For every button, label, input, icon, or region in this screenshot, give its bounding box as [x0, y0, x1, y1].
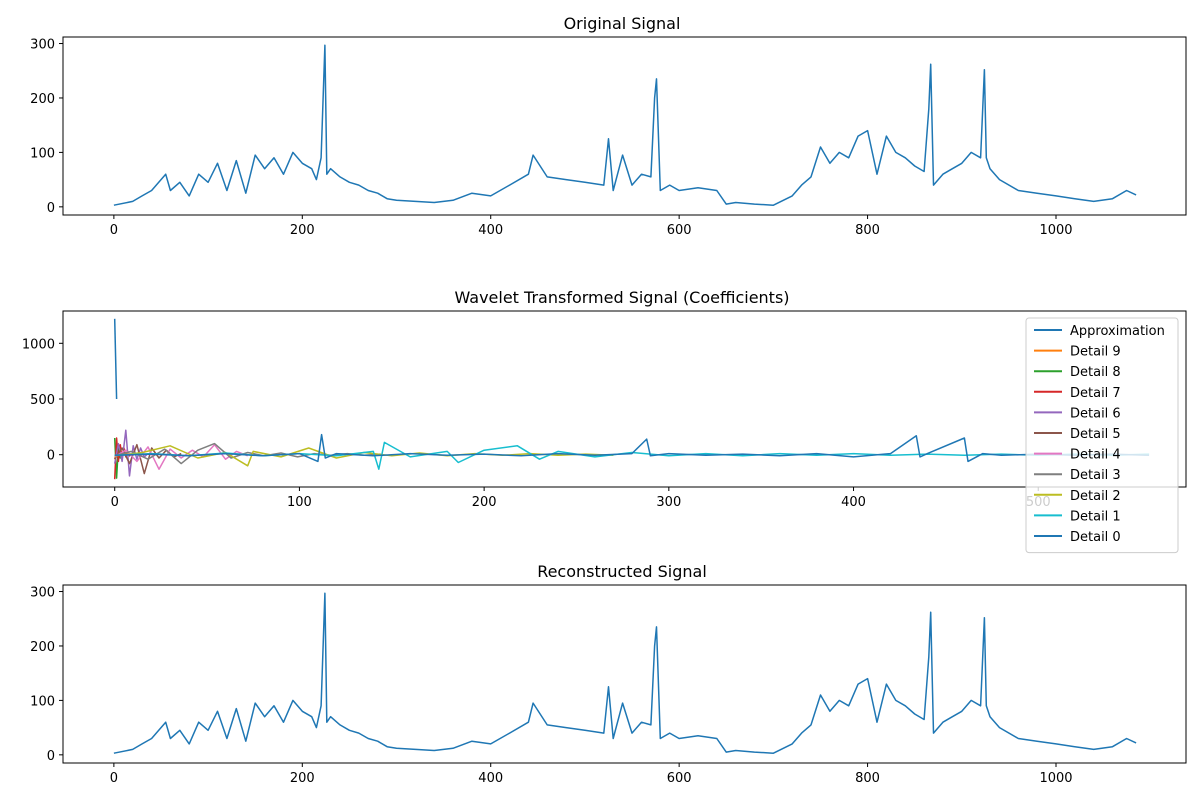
y-tick-label: 200: [30, 92, 55, 107]
x-tick-label: 0: [111, 495, 119, 510]
x-tick-label: 0: [110, 771, 118, 786]
x-tick-label: 800: [855, 223, 880, 238]
legend-label: Approximation: [1070, 324, 1165, 339]
subplot-original-signal: Original Signal 0 200 400 600 800 1000 0 100 200…: [30, 14, 1187, 238]
y-tick-label: 300: [30, 586, 55, 601]
y-tick-label: 100: [30, 146, 55, 161]
series-line-8: [114, 445, 614, 467]
chart-title: Wavelet Transformed Signal (Coefficients…: [454, 288, 789, 307]
plot-frame: [62, 36, 1187, 216]
series-line-10: [114, 433, 1150, 463]
x-tick-label: 300: [656, 495, 681, 510]
x-tick-label: 400: [478, 223, 503, 238]
series-line-0: [113, 318, 118, 400]
legend-label: Detail 5: [1070, 427, 1121, 442]
chart-title: Original Signal: [564, 14, 681, 33]
legend-label: Detail 1: [1070, 509, 1121, 524]
y-tick-label: 0: [47, 749, 55, 764]
legend-label: Detail 4: [1070, 448, 1121, 463]
legend-label: Detail 0: [1070, 530, 1121, 545]
series-line-0: [113, 592, 1137, 754]
x-tick-label: 1000: [1039, 223, 1072, 238]
subplot-reconstructed-signal: Reconstructed Signal 0 200 400 600 800 1000 0 1…: [30, 562, 1187, 786]
x-tick-label: 200: [290, 223, 315, 238]
plot-frame: [62, 584, 1187, 764]
legend-box: [1025, 317, 1179, 554]
y-tick-label: 100: [30, 694, 55, 709]
x-tick-label: 100: [287, 495, 312, 510]
chart-title: Reconstructed Signal: [537, 562, 707, 581]
x-tick-label: 200: [290, 771, 315, 786]
x-tick-label: 800: [855, 771, 880, 786]
legend-label: Detail 9: [1070, 345, 1121, 360]
subplot-wavelet-coefficients: Wavelet Transformed Signal (Coefficients…: [22, 288, 1187, 554]
series-line-0: [113, 44, 1137, 206]
plot-frame: [62, 310, 1187, 488]
x-tick-label: 600: [667, 771, 692, 786]
x-tick-label: 1000: [1039, 771, 1072, 786]
x-tick-label: 400: [478, 771, 503, 786]
legend-label: Detail 7: [1070, 386, 1121, 401]
legend-label: Detail 2: [1070, 489, 1121, 504]
legend-label: Detail 8: [1070, 365, 1121, 380]
y-tick-label: 1000: [22, 337, 55, 352]
x-tick-label: 600: [667, 223, 692, 238]
x-tick-label: 200: [472, 495, 497, 510]
y-tick-label: 200: [30, 640, 55, 655]
legend-label: Detail 3: [1070, 468, 1121, 483]
legend: Approximation Detail 9 Detail 8 Detail 7 Det…: [1025, 317, 1179, 554]
y-tick-label: 300: [30, 38, 55, 53]
series-line-6: [114, 443, 248, 470]
series-line-9: [114, 441, 1150, 470]
y-tick-label: 0: [47, 201, 55, 216]
x-tick-label: 0: [110, 223, 118, 238]
legend-label: Detail 6: [1070, 406, 1121, 421]
y-tick-label: 0: [47, 449, 55, 464]
x-tick-label: 400: [841, 495, 866, 510]
series-line-7: [114, 442, 381, 465]
y-tick-label: 500: [30, 393, 55, 408]
